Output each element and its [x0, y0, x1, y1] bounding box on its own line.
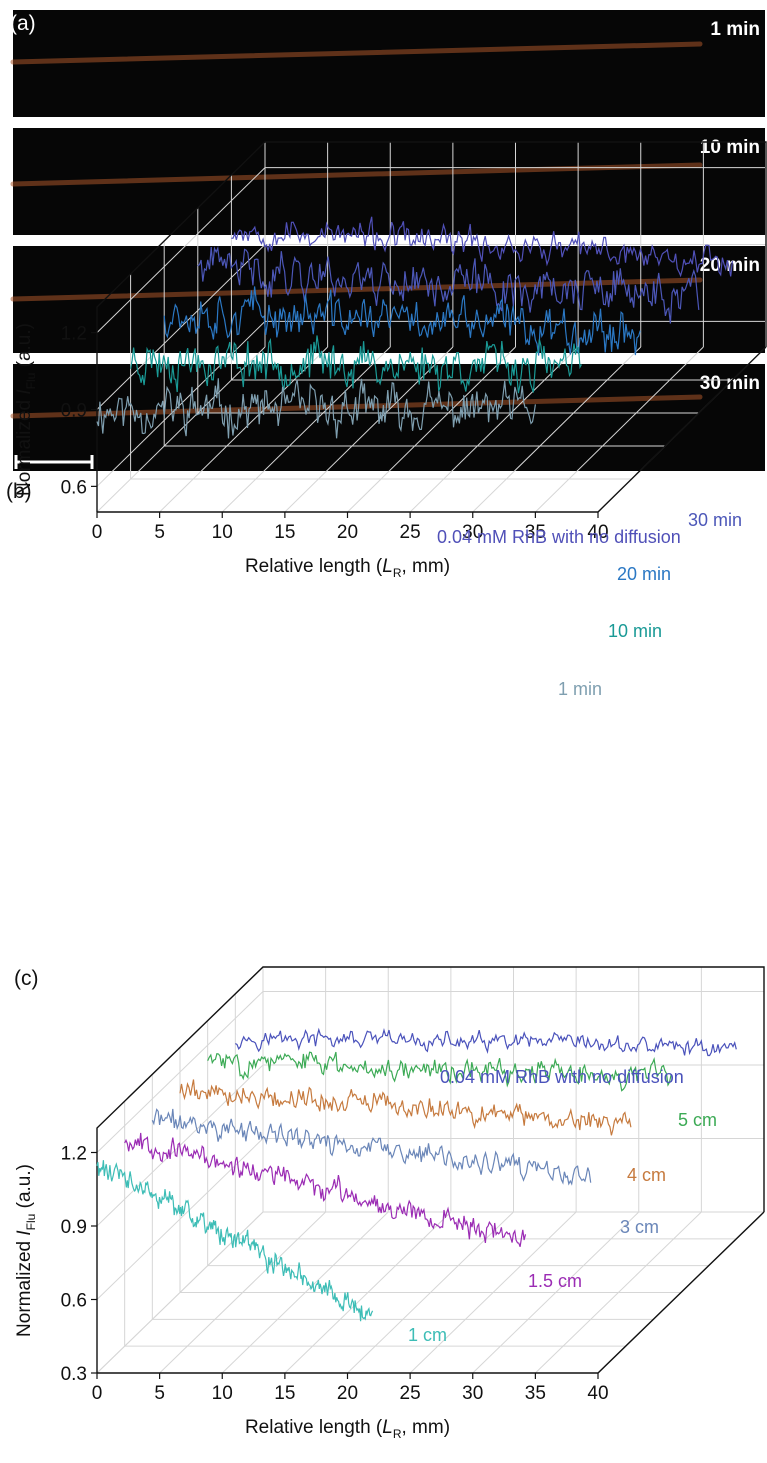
x-tick-label: 0: [92, 1383, 103, 1404]
series-line: [179, 1079, 632, 1136]
x-tick-label: 30: [462, 522, 483, 543]
series-group: [96, 1027, 737, 1322]
x-ticks: 0 5 10 15 20 25 30 35 40: [92, 512, 609, 543]
y-axis-title: Normalized IFlu (a.u.): [14, 1164, 38, 1337]
x-tick-label: 10: [212, 1383, 233, 1404]
y-tick-label: 1.2: [61, 1144, 87, 1165]
series-label: 0.04 mM RhB with no diffusion: [440, 1067, 684, 1087]
series-line: [96, 378, 536, 439]
image-strip-1: 1 min: [10, 10, 765, 117]
series-label: 1.5 cm: [528, 1271, 582, 1291]
fluorescence-streak: [10, 162, 703, 187]
x-axis-title: Relative length (LR, mm): [245, 1417, 450, 1441]
strip-time-label: 10 min: [700, 137, 760, 158]
panel-label-a: (a): [10, 12, 36, 35]
x-tick-label: 0: [92, 522, 103, 543]
y-tick-label: 0.6: [61, 477, 87, 498]
x-tick-label: 40: [587, 522, 608, 543]
series-label: 1 cm: [408, 1325, 447, 1345]
x-tick-label: 10: [212, 522, 233, 543]
y-tick-label: 1.2: [61, 324, 87, 345]
fluorescence-streak: [10, 277, 703, 302]
series-line: [124, 1132, 527, 1247]
image-strip-2: 10 min: [10, 128, 765, 235]
y-ticks: 0.3 0.6 0.9 1.2: [61, 1144, 97, 1385]
image-strip-3: 20 min: [10, 246, 765, 353]
x-axis-title: Relative length (LR, mm): [245, 556, 450, 580]
x-tick-label: 35: [525, 1383, 546, 1404]
scale-bar: [14, 455, 94, 469]
strip-time-label: 20 min: [700, 255, 760, 276]
series-label: 3 cm: [620, 1217, 659, 1237]
panel-label-c: (c): [14, 967, 39, 990]
series-line: [163, 286, 641, 356]
x-tick-label: 30: [462, 1383, 483, 1404]
fluorescence-streak: [10, 41, 703, 65]
x-tick-label: 5: [154, 522, 165, 543]
x-tick-label: 25: [400, 1383, 421, 1404]
x-tick-label: 15: [274, 522, 295, 543]
strip-time-label: 1 min: [710, 19, 760, 40]
series-line: [96, 1160, 374, 1322]
series-label: 1 min: [558, 679, 602, 699]
x-ticks: 0 5 10 15 20 25 30 35 40: [92, 1373, 609, 1404]
y-tick-label: 0.6: [61, 1291, 87, 1312]
series-line: [197, 245, 700, 324]
series-label: 10 min: [608, 621, 662, 641]
series-line: [231, 216, 733, 278]
series-line: [151, 1108, 592, 1186]
y-axis-title: Normalized IFlu (a.u.): [14, 323, 38, 496]
y-tick-label: 0.3: [61, 1364, 87, 1385]
x-tick-label: 40: [587, 1383, 608, 1404]
y-ticks: 0.6 0.9 1.2: [61, 324, 97, 498]
series-line: [207, 1051, 672, 1092]
series-line: [235, 1027, 737, 1057]
panel-label-b: (b): [6, 480, 32, 503]
series-label: 30 min: [688, 510, 742, 530]
x-tick-label: 20: [337, 522, 358, 543]
series-label: 4 cm: [627, 1165, 666, 1185]
chart-c: 0 5 10 15 20 25 30 35 40 0.3 0.6 0.9 1.2 Relative len…: [14, 966, 765, 1441]
series-label: 5 cm: [678, 1110, 717, 1130]
x-tick-label: 15: [274, 1383, 295, 1404]
x-tick-label: 35: [525, 522, 546, 543]
y-tick-label: 0.9: [61, 1217, 87, 1238]
chart-b: 0 5 10 15 20 25 30 35 40 0.6 0.9 1.2 Relative length…: [14, 141, 767, 699]
series-label: 20 min: [617, 564, 671, 584]
x-tick-label: 20: [337, 1383, 358, 1404]
series-group: [96, 216, 733, 439]
series-label: 0.04 mM RhB with no diffusion: [437, 527, 681, 547]
y-tick-label: 0.9: [61, 401, 87, 422]
x-tick-label: 5: [154, 1383, 165, 1404]
strip-time-label: 30 min: [700, 373, 760, 394]
x-tick-label: 25: [400, 522, 421, 543]
series-line: [130, 335, 583, 394]
